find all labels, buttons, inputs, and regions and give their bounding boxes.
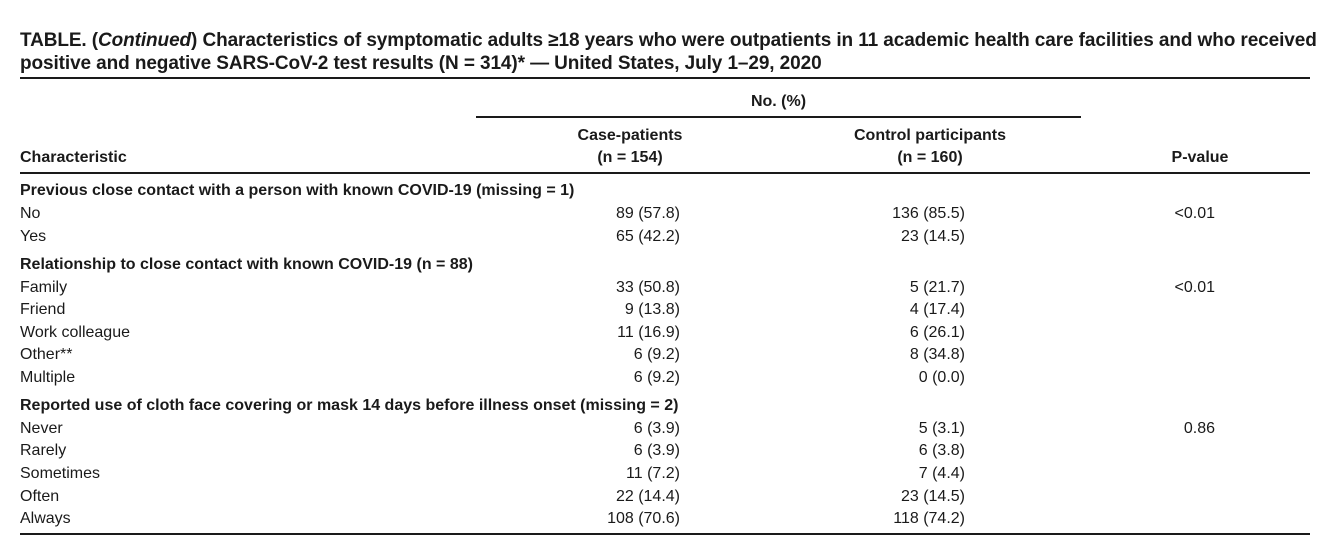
section-header-row: Relationship to close contact with known…	[20, 254, 1310, 277]
characteristic-cell: Never	[20, 420, 63, 437]
p-value-cell: <0.01	[1174, 279, 1215, 296]
table-row: Family 33 (50.8) 5 (21.7) <0.01	[20, 277, 1310, 300]
p-value-header: P-value	[1171, 149, 1229, 166]
characteristic-cell: No	[20, 205, 41, 222]
case-patients-cell: 33 (50.8)	[615, 279, 680, 296]
characteristic-cell: Friend	[20, 301, 66, 318]
title-italic: Continued	[98, 30, 192, 51]
case-patients-cell: 9 (13.8)	[624, 301, 680, 318]
control-participants-cell: 4 (17.4)	[909, 301, 965, 318]
p-value-cell: <0.01	[1174, 205, 1215, 222]
p-value-cell: 0.86	[1183, 420, 1215, 437]
table-row: Sometimes 11 (7.2) 7 (4.4)	[20, 463, 1310, 486]
control-participants-cell: 7 (4.4)	[918, 465, 965, 482]
characteristic-cell: Reported use of cloth face covering or m…	[20, 397, 679, 414]
section-header-row: Previous close contact with a person wit…	[20, 180, 1310, 203]
table-row: Rarely 6 (3.9) 6 (3.8)	[20, 440, 1310, 463]
characteristic-cell: Work colleague	[20, 324, 130, 341]
header-rule	[20, 172, 1310, 174]
control-participants-header: Control participants (n = 160)	[800, 125, 1060, 169]
section-header-row: Reported use of cloth face covering or m…	[20, 395, 1310, 418]
characteristic-header: Characteristic	[20, 149, 127, 166]
top-rule	[20, 77, 1310, 79]
characteristic-cell: Sometimes	[20, 465, 101, 482]
characteristic-cell: Yes	[20, 228, 47, 245]
control-participants-cell: 6 (3.8)	[918, 442, 965, 459]
table-row: Other** 6 (9.2) 8 (34.8)	[20, 344, 1310, 367]
characteristic-cell: Family	[20, 279, 68, 296]
case-patients-n: (n = 154)	[597, 149, 663, 166]
control-participants-cell: 6 (26.1)	[909, 324, 965, 341]
characteristic-cell: Often	[20, 488, 60, 505]
case-patients-cell: 11 (7.2)	[626, 465, 680, 482]
spanner-header: No. (%)	[750, 93, 807, 110]
case-patients-cell: 6 (9.2)	[633, 346, 680, 363]
table-row: Always 108 (70.6) 118 (74.2)	[20, 508, 1310, 531]
case-patients-cell: 108 (70.6)	[607, 510, 680, 527]
characteristic-cell: Previous close contact with a person wit…	[20, 182, 575, 199]
title-rest: ) Characteristics of symptomatic adults …	[20, 30, 1317, 74]
control-participants-n: (n = 160)	[897, 149, 963, 166]
control-participants-cell: 23 (14.5)	[900, 228, 965, 245]
characteristic-cell: Relationship to close contact with known…	[20, 256, 473, 273]
case-patients-label: Case-patients	[577, 127, 683, 144]
case-patients-cell: 11 (16.9)	[617, 324, 680, 341]
table-row: Never 6 (3.9) 5 (3.1) 0.86	[20, 418, 1310, 441]
case-patients-header: Case-patients (n = 154)	[520, 125, 740, 169]
table-row: Yes 65 (42.2) 23 (14.5)	[20, 226, 1310, 249]
case-patients-cell: 22 (14.4)	[615, 488, 680, 505]
case-patients-cell: 6 (3.9)	[633, 420, 680, 437]
characteristic-cell: Multiple	[20, 369, 76, 386]
bottom-rule	[20, 533, 1310, 535]
characteristic-cell: Other**	[20, 346, 73, 363]
table-row: Work colleague 11 (16.9) 6 (26.1)	[20, 322, 1310, 345]
table-row: Multiple 6 (9.2) 0 (0.0)	[20, 367, 1310, 390]
control-participants-cell: 8 (34.8)	[909, 346, 965, 363]
table-row: No 89 (57.8) 136 (85.5) <0.01	[20, 203, 1310, 226]
spanner-rule	[476, 116, 1081, 118]
case-patients-cell: 65 (42.2)	[615, 228, 680, 245]
characteristic-cell: Always	[20, 510, 71, 527]
control-participants-cell: 118 (74.2)	[893, 510, 965, 527]
control-participants-cell: 136 (85.5)	[892, 205, 965, 222]
table-row: Friend 9 (13.8) 4 (17.4)	[20, 299, 1310, 322]
title-prefix: TABLE. (	[20, 30, 99, 51]
control-participants-cell: 5 (3.1)	[918, 420, 965, 437]
control-participants-cell: 5 (21.7)	[909, 279, 965, 296]
case-patients-cell: 6 (9.2)	[633, 369, 680, 386]
case-patients-cell: 6 (3.9)	[633, 442, 680, 459]
control-participants-cell: 0 (0.0)	[918, 369, 965, 386]
table-title: TABLE. (Continued) Characteristics of sy…	[20, 29, 1320, 75]
control-participants-label: Control participants	[853, 127, 1006, 144]
control-participants-cell: 23 (14.5)	[900, 488, 965, 505]
case-patients-cell: 89 (57.8)	[615, 205, 680, 222]
table-row: Often 22 (14.4) 23 (14.5)	[20, 486, 1310, 509]
characteristic-cell: Rarely	[20, 442, 67, 459]
